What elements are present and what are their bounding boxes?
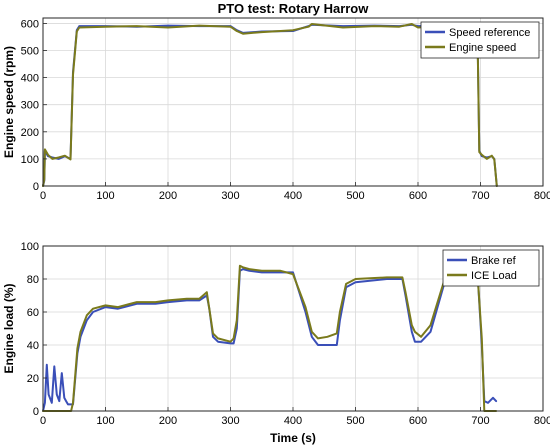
engine-speed-ytick-label-500: 500 [21, 46, 39, 58]
engine-speed-ytick-label-0: 0 [33, 181, 39, 193]
y-axis-label-engine-load: Engine load (%) [2, 283, 16, 373]
engine-load-xtick-label-700: 700 [471, 415, 489, 427]
engine-load-series-1-line [42, 264, 498, 412]
engine-load-xtick-label-200: 200 [159, 415, 177, 427]
engine-speed-xtick-label-600: 600 [409, 190, 427, 202]
engine-speed-xtick-label-0: 0 [40, 190, 46, 202]
engine-load-xtick-label-500: 500 [346, 415, 364, 427]
engine-speed-legend-box [420, 21, 540, 59]
engine-load-xtick-label-400: 400 [284, 415, 302, 427]
engine-load-ticks: 0 100 200 300 400 500 600 700 800 0 20 40 60 80 100 [21, 241, 550, 427]
engine-speed-ytick-label-600: 600 [21, 18, 39, 30]
engine-speed-ticks: 0 100 200 300 400 500 600 700 800 0 100 200 300 400 50… [21, 18, 550, 202]
engine-load-ytick-label-100: 100 [21, 241, 39, 253]
chart-title: PTO test: Rotary Harrow [218, 1, 370, 16]
engine-load-legend-label-2: ICE Load [471, 270, 517, 282]
engine-load-ytick-label-60: 60 [27, 307, 39, 319]
engine-speed-xtick-label-400: 400 [284, 190, 302, 202]
engine-load-xtick-label-100: 100 [96, 415, 114, 427]
engine-load-xtick-label-800: 800 [534, 415, 550, 427]
engine-speed-ytick-label-100: 100 [21, 154, 39, 166]
engine-speed-xtick-label-200: 200 [159, 190, 177, 202]
engine-speed-panel: 0 100 200 300 400 500 600 700 800 0 100 200 300 400 50… [2, 1, 550, 202]
engine-load-ytick-label-80: 80 [27, 274, 39, 286]
engine-load-ytick-label-20: 20 [27, 373, 39, 385]
engine-load-xtick-label-600: 600 [409, 415, 427, 427]
engine-load-ytick-label-40: 40 [27, 340, 39, 352]
engine-speed-legend: Speed reference Engine speed [420, 21, 540, 59]
engine-speed-xtick-label-100: 100 [96, 190, 114, 202]
engine-speed-ytick-label-400: 400 [21, 73, 39, 85]
engine-load-xtick-label-0: 0 [40, 415, 46, 427]
engine-load-legend: Brake ref ICE Load [442, 249, 540, 287]
engine-speed-xtick-label-700: 700 [471, 190, 489, 202]
engine-speed-ytick-label-300: 300 [21, 100, 39, 112]
engine-speed-ytick-label-200: 200 [21, 127, 39, 139]
engine-load-legend-label-1: Brake ref [471, 255, 517, 267]
engine-speed-xtick-label-300: 300 [221, 190, 239, 202]
engine-load-xtick-label-300: 300 [221, 415, 239, 427]
y-axis-label-engine-speed: Engine speed (rpm) [2, 46, 16, 158]
engine-speed-xtick-label-800: 800 [534, 190, 550, 202]
x-axis-label-time: Time (s) [270, 431, 316, 445]
engine-load-panel: 0 100 200 300 400 500 600 700 800 0 20 40 60 80 100 En… [2, 241, 550, 445]
engine-load-ytick-label-0: 0 [33, 406, 39, 418]
engine-speed-legend-label-1: Speed reference [449, 27, 530, 39]
engine-speed-legend-label-2: Engine speed [449, 42, 516, 54]
engine-speed-xtick-label-500: 500 [346, 190, 364, 202]
engine-load-legend-box [442, 249, 540, 287]
